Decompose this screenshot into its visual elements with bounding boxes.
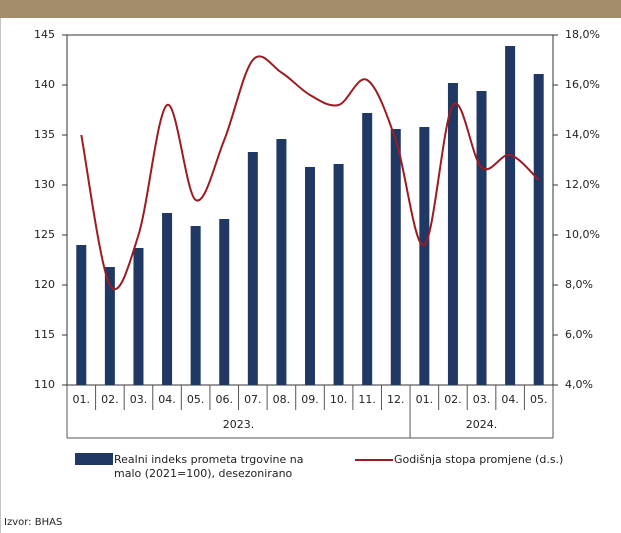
x-tick-label: 03. bbox=[130, 393, 148, 406]
bar bbox=[333, 164, 344, 385]
top-band bbox=[0, 0, 621, 18]
bar bbox=[305, 167, 315, 385]
bar bbox=[533, 74, 544, 385]
bar bbox=[219, 219, 230, 385]
x-tick-label: 02. bbox=[444, 393, 462, 406]
y2-tick-label: 18,0% bbox=[565, 28, 600, 41]
x-tick-label: 06. bbox=[215, 393, 233, 406]
y-tick-label: 135 bbox=[34, 128, 55, 141]
y2-tick-label: 10,0% bbox=[565, 228, 600, 241]
x-tick-label: 01. bbox=[416, 393, 434, 406]
y-tick-label: 120 bbox=[34, 278, 55, 291]
line bbox=[80, 55, 540, 291]
x-tick-label: 05. bbox=[530, 393, 548, 406]
x-tick-label: 04. bbox=[501, 393, 519, 406]
y-tick-label: 110 bbox=[34, 378, 55, 391]
bar bbox=[104, 267, 115, 385]
y2-tick-label: 12,0% bbox=[565, 178, 600, 191]
group-label: 2023. bbox=[223, 418, 255, 431]
y-tick-label: 115 bbox=[34, 328, 55, 341]
bar bbox=[133, 248, 144, 385]
bar bbox=[390, 129, 401, 385]
x-tick-label: 12. bbox=[387, 393, 405, 406]
legend-bar-swatch bbox=[75, 453, 113, 465]
x-tick-label: 08. bbox=[273, 393, 291, 406]
y2-tick-label: 16,0% bbox=[565, 78, 600, 91]
bar bbox=[247, 152, 258, 385]
y2-tick-label: 8,0% bbox=[565, 278, 593, 291]
bar bbox=[505, 46, 516, 385]
bar bbox=[162, 213, 173, 385]
y-tick-label: 125 bbox=[34, 228, 55, 241]
x-tick-label: 10. bbox=[330, 393, 348, 406]
x-tick-label: 09. bbox=[301, 393, 319, 406]
source: Izvor: BHAS bbox=[4, 517, 62, 528]
bar bbox=[76, 245, 87, 385]
x-tick-label: 07. bbox=[244, 393, 262, 406]
y2-tick-label: 4,0% bbox=[565, 378, 593, 391]
bar bbox=[276, 139, 287, 385]
y-tick-label: 130 bbox=[34, 178, 55, 191]
y-tick-label: 140 bbox=[34, 78, 55, 91]
legend-line-label: Godišnja stopa promjene (d.s.) bbox=[394, 453, 564, 466]
y2-tick-label: 6,0% bbox=[565, 328, 593, 341]
group-label: 2024. bbox=[466, 418, 498, 431]
bar bbox=[419, 127, 430, 385]
x-tick-label: 02. bbox=[101, 393, 119, 406]
x-tick-label: 03. bbox=[473, 393, 491, 406]
x-tick-label: 01. bbox=[73, 393, 91, 406]
x-tick-label: 04. bbox=[158, 393, 176, 406]
y-tick-label: 145 bbox=[34, 28, 55, 41]
bar bbox=[447, 83, 458, 385]
y2-tick-label: 14,0% bbox=[565, 128, 600, 141]
bar bbox=[190, 226, 201, 385]
bar bbox=[476, 91, 487, 385]
bar bbox=[362, 113, 373, 385]
x-tick-label: 05. bbox=[187, 393, 205, 406]
x-tick-label: 11. bbox=[358, 393, 376, 406]
legend-bar-label: Realni indeks prometa trgovine na malo (… bbox=[114, 453, 304, 480]
